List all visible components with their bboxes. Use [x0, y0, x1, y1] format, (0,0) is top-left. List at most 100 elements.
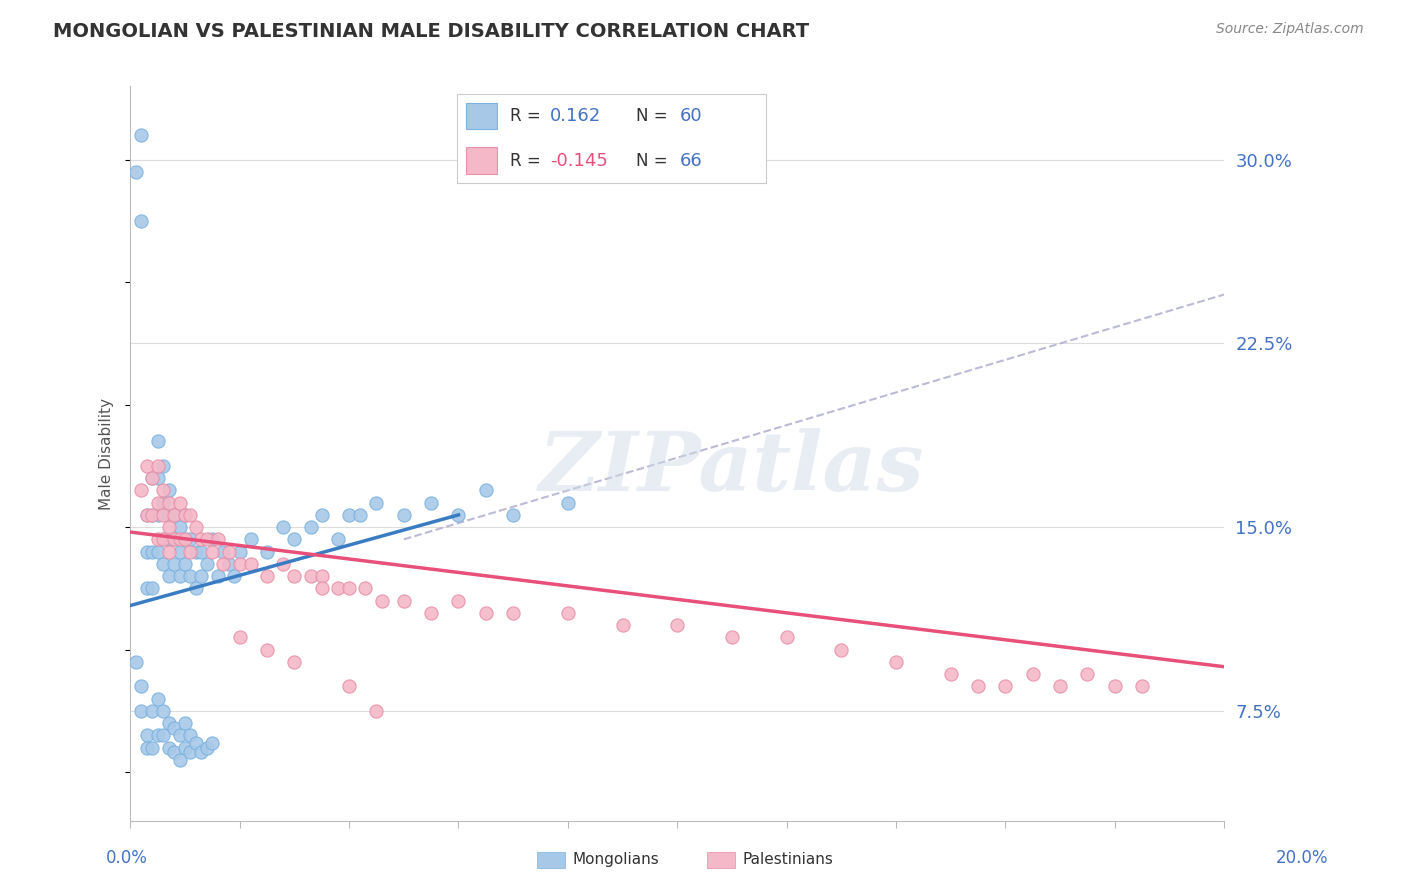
Point [283, 655, 305, 669]
Point [169, 728, 191, 742]
Point [994, 679, 1017, 693]
Point [256, 544, 278, 558]
Point [256, 569, 278, 583]
Point [721, 631, 744, 645]
Point [201, 533, 224, 547]
Text: Palestinians: Palestinians [742, 853, 834, 867]
Point [146, 533, 169, 547]
Point [228, 544, 250, 558]
Point [157, 740, 180, 755]
Point [157, 533, 180, 547]
Point [152, 458, 174, 473]
Point [884, 655, 907, 669]
Point [179, 746, 201, 760]
Point [666, 618, 689, 632]
Point [392, 508, 415, 522]
Point [190, 544, 212, 558]
Text: 20.0%: 20.0% [1277, 849, 1329, 867]
Point [299, 569, 322, 583]
Point [129, 214, 152, 228]
Point [179, 728, 201, 742]
Point [152, 728, 174, 742]
Point [337, 679, 360, 693]
Point [775, 631, 797, 645]
Point [157, 483, 180, 498]
Point [141, 740, 163, 755]
Point [152, 704, 174, 718]
Point [163, 746, 186, 760]
Point [337, 508, 360, 522]
Point [1104, 679, 1126, 693]
Point [299, 520, 322, 534]
Point [218, 544, 240, 558]
Point [190, 569, 212, 583]
Point [129, 483, 152, 498]
Point [141, 508, 163, 522]
Point [141, 544, 163, 558]
Point [146, 496, 169, 510]
Point [174, 508, 197, 522]
Text: Mongolians: Mongolians [572, 853, 659, 867]
Point [311, 508, 333, 522]
Point [311, 569, 333, 583]
Point [174, 557, 197, 571]
Point [152, 533, 174, 547]
Text: MONGOLIAN VS PALESTINIAN MALE DISABILITY CORRELATION CHART: MONGOLIAN VS PALESTINIAN MALE DISABILITY… [53, 22, 810, 41]
Point [184, 544, 207, 558]
Point [184, 736, 207, 750]
Point [212, 557, 235, 571]
Point [207, 569, 229, 583]
Point [135, 544, 157, 558]
Point [201, 544, 224, 558]
Point [830, 642, 852, 657]
Point [146, 471, 169, 485]
Point [141, 471, 163, 485]
Point [146, 508, 169, 522]
Point [146, 544, 169, 558]
Point [447, 508, 470, 522]
FancyBboxPatch shape [467, 103, 498, 129]
Text: R =: R = [509, 107, 546, 125]
Point [195, 740, 218, 755]
Point [157, 544, 180, 558]
Point [135, 728, 157, 742]
Point [125, 655, 148, 669]
Point [125, 165, 148, 179]
Point [184, 520, 207, 534]
Point [174, 716, 197, 731]
Point [152, 483, 174, 498]
Point [283, 569, 305, 583]
Point [157, 508, 180, 522]
Point [141, 704, 163, 718]
Point [224, 569, 246, 583]
Point [502, 606, 524, 620]
Point [939, 667, 962, 681]
Point [371, 593, 394, 607]
Point [328, 582, 350, 596]
Point [557, 496, 579, 510]
Point [179, 569, 201, 583]
Point [420, 496, 443, 510]
Point [135, 740, 157, 755]
Text: 0.0%: 0.0% [105, 849, 148, 867]
Point [169, 533, 191, 547]
Point [392, 593, 415, 607]
FancyBboxPatch shape [467, 147, 498, 174]
Point [1130, 679, 1153, 693]
Text: N =: N = [637, 152, 673, 169]
Point [163, 533, 186, 547]
Point [163, 508, 186, 522]
Point [273, 520, 295, 534]
Point [129, 679, 152, 693]
Point [283, 533, 305, 547]
Point [239, 533, 262, 547]
Text: ZIPatlas: ZIPatlas [538, 428, 925, 508]
Text: 0.162: 0.162 [550, 107, 600, 125]
Point [311, 582, 333, 596]
Point [169, 496, 191, 510]
Point [169, 520, 191, 534]
Point [1021, 667, 1043, 681]
Point [135, 582, 157, 596]
Point [207, 533, 229, 547]
Point [366, 704, 388, 718]
